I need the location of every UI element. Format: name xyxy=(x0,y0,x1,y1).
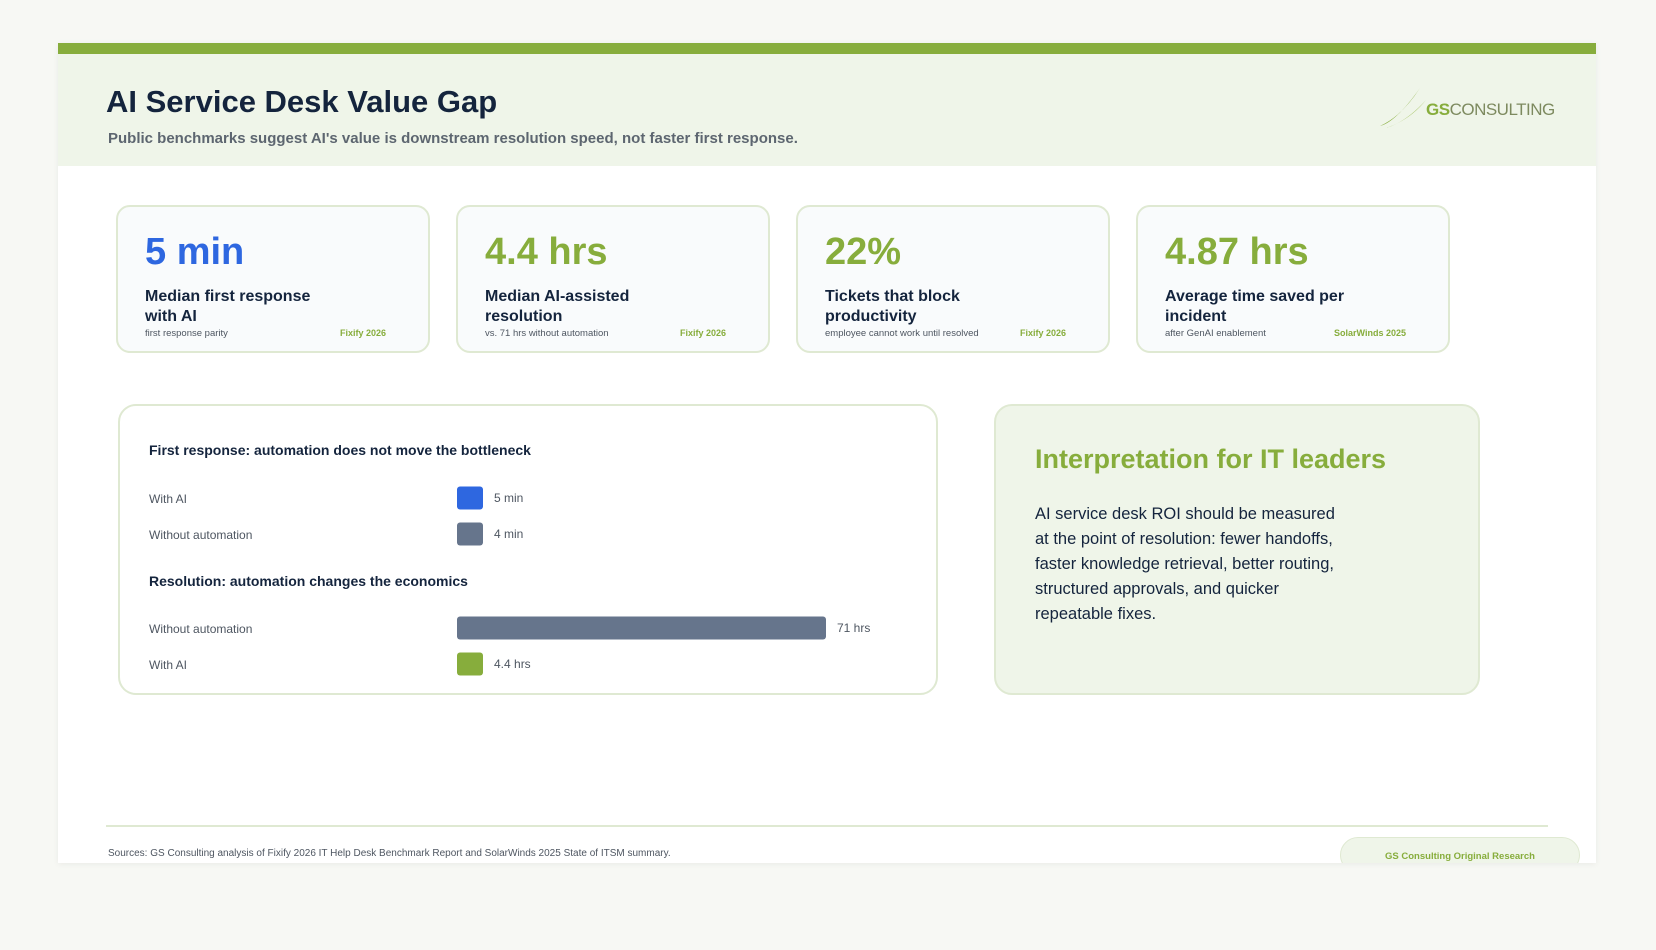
kpi-card-resolution: 4.4 hrs Median AI-assisted resolution vs… xyxy=(456,205,770,353)
kpi-label: Median AI-assisted resolution xyxy=(485,288,630,325)
bar xyxy=(457,616,826,640)
bar-value-label: 5 min xyxy=(494,491,523,505)
gs-consulting-logo: GSCONSULTING xyxy=(1376,86,1566,132)
kpi-label: Tickets that block productivity xyxy=(825,288,960,325)
page-subtitle: Public benchmarks suggest AI's value is … xyxy=(108,130,798,147)
kpi-note: employee cannot work until resolved xyxy=(825,328,979,339)
kpi-value: 4.87 hrs xyxy=(1165,231,1309,273)
kpi-value: 5 min xyxy=(145,231,245,273)
header: AI Service Desk Value Gap Public benchma… xyxy=(58,54,1596,166)
bar-category-label: Without automation xyxy=(149,622,252,636)
kpi-source: Fixify 2026 xyxy=(339,328,386,338)
interpretation-panel: Interpretation for IT leaders AI service… xyxy=(994,404,1480,695)
kpi-note: first response parity xyxy=(145,328,228,339)
logo-text-gs: GS xyxy=(1426,100,1450,119)
kpi-source: Fixify 2026 xyxy=(1019,328,1066,338)
logo-text-rest: CONSULTING xyxy=(1449,100,1556,119)
kpi-card-first-response: 5 min Median first response with AI firs… xyxy=(116,205,430,353)
bar-value-label: 4.4 hrs xyxy=(494,657,531,671)
comparison-chart-card: First response: automation does not move… xyxy=(118,404,938,695)
kpi-note: vs. 71 hrs without automation xyxy=(485,328,609,339)
footer-sources: Sources: GS Consulting analysis of Fixif… xyxy=(108,848,671,859)
bar-category-label: With AI xyxy=(149,658,187,672)
research-badge: GS Consulting Original Research xyxy=(1340,837,1580,863)
bar xyxy=(457,522,483,546)
kpi-card-blocking-tickets: 22% Tickets that block productivity empl… xyxy=(796,205,1110,353)
comparison-bar-chart: First response: automation does not move… xyxy=(149,442,870,676)
kpi-source: SolarWinds 2025 xyxy=(1334,328,1406,338)
kpi-value: 22% xyxy=(825,231,902,273)
interpretation-title: Interpretation for IT leaders xyxy=(1035,444,1387,474)
chart-group-title: First response: automation does not move… xyxy=(149,442,531,458)
bar-category-label: With AI xyxy=(149,492,187,506)
bar xyxy=(457,652,483,676)
kpi-note: after GenAI enablement xyxy=(1165,328,1266,339)
top-accent-bar xyxy=(58,43,1596,54)
kpi-value: 4.4 hrs xyxy=(485,231,608,273)
page-title: AI Service Desk Value Gap xyxy=(106,84,498,119)
kpi-label: Average time saved per incident xyxy=(1165,288,1345,325)
research-badge-label: GS Consulting Original Research xyxy=(1385,851,1535,862)
kpi-card-time-saved: 4.87 hrs Average time saved per incident… xyxy=(1136,205,1450,353)
kpi-label: Median first response with AI xyxy=(145,288,311,325)
kpi-source: Fixify 2026 xyxy=(679,328,726,338)
bar-value-label: 71 hrs xyxy=(837,621,870,635)
chart-group-title: Resolution: automation changes the econo… xyxy=(149,573,468,589)
bar xyxy=(457,486,483,510)
slide: AI Service Desk Value Gap Public benchma… xyxy=(58,43,1596,863)
bar-category-label: Without automation xyxy=(149,528,252,542)
interpretation-body: AI service desk ROI should be measured a… xyxy=(1035,505,1335,623)
footer-divider xyxy=(106,825,1548,827)
bar-value-label: 4 min xyxy=(494,527,523,541)
